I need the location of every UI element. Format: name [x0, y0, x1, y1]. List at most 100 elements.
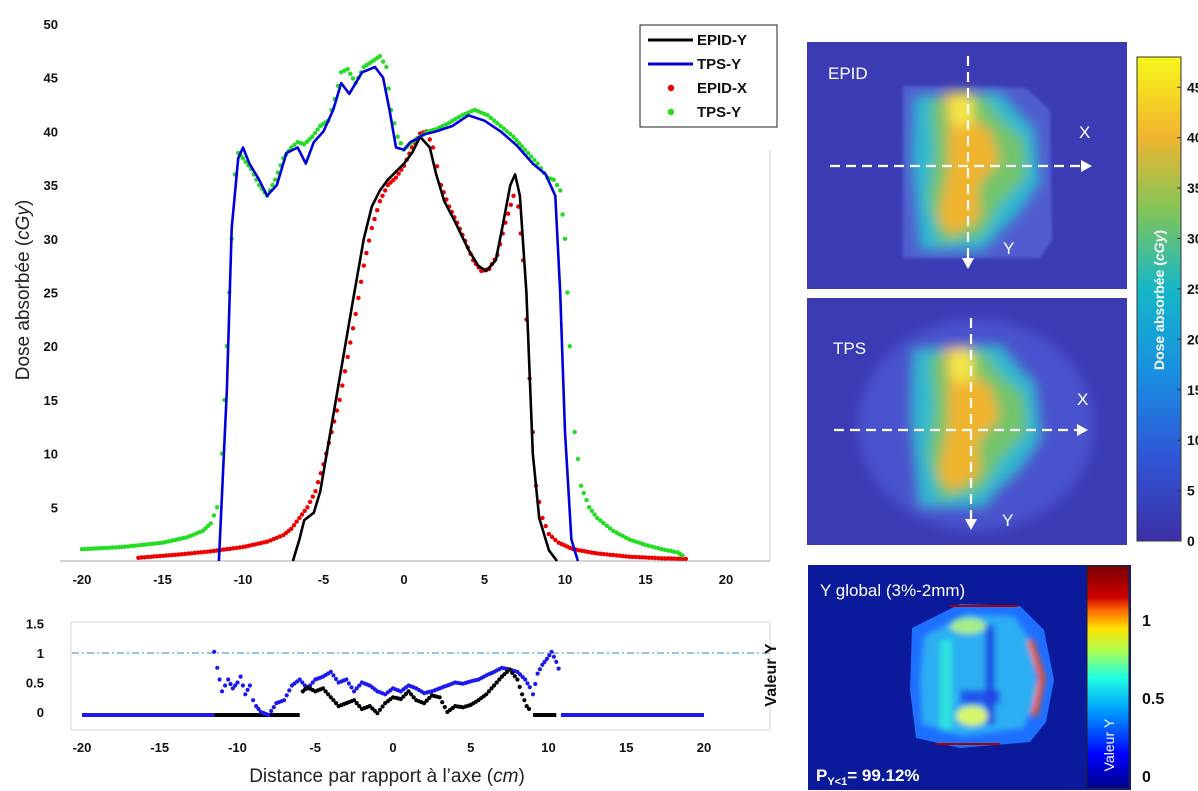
data-point	[264, 539, 270, 544]
epid-map-label: EPID	[828, 64, 868, 83]
data-point	[427, 137, 432, 142]
epid-x-arrowhead	[1081, 160, 1092, 172]
data-point	[533, 681, 538, 687]
data-point	[223, 683, 228, 688]
data-point	[584, 497, 589, 503]
data-point	[656, 556, 661, 561]
data-point	[422, 701, 427, 706]
data-point	[614, 553, 619, 558]
data-point	[372, 216, 377, 222]
data-point	[440, 700, 445, 705]
data-point	[522, 147, 527, 152]
data-point	[543, 523, 548, 529]
data-point	[334, 408, 340, 413]
data-point	[554, 659, 559, 665]
data-point	[486, 689, 491, 694]
data-point	[375, 208, 380, 213]
data-point	[331, 698, 336, 703]
profile-ticks: -20 -15 -10 -5 0 5 10 15 20 5 10 15 20 25 30 35 40 45 50	[44, 17, 734, 587]
tps-map-label: TPS	[833, 339, 866, 358]
data-point	[598, 518, 603, 523]
profile-x-tick: -15	[153, 572, 172, 587]
data-point	[592, 512, 597, 517]
profile-y-label: Dose absorbée (cGy)	[13, 200, 34, 381]
gamma-profile-x-tick: 10	[541, 740, 555, 755]
data-point	[270, 182, 275, 188]
gamma-colorbar-tick: 0.5	[1142, 691, 1164, 708]
gamma-pass-rate: PΥ<1= 99.12%	[816, 766, 920, 788]
gamma-profile-x-tick: -10	[228, 740, 247, 755]
gamma-series-epid	[300, 667, 532, 716]
profile-y-tick: 25	[44, 286, 58, 301]
data-point	[238, 674, 243, 679]
data-point	[361, 263, 366, 268]
data-point	[294, 519, 299, 524]
data-point	[289, 526, 294, 531]
data-point	[295, 139, 300, 145]
tps-dose-map: TPS X Y	[807, 298, 1127, 545]
data-point	[291, 523, 297, 528]
profile-y-tick: 45	[44, 71, 58, 86]
legend-entry-epid-x: EPID-X	[697, 80, 747, 97]
data-point	[587, 505, 592, 510]
data-point	[208, 521, 213, 526]
data-point	[544, 656, 550, 662]
epid-field-hotspot	[950, 92, 974, 128]
data-point	[82, 546, 88, 552]
data-point	[346, 681, 351, 686]
profile-x-tick: -20	[73, 572, 92, 587]
gamma-colorbar-tick: 0	[1142, 769, 1151, 786]
gamma-colorbar-ticks: 00.51	[1142, 613, 1164, 786]
data-point	[427, 695, 432, 701]
data-point	[377, 54, 383, 59]
data-point	[345, 354, 350, 360]
legend-swatch-tps-y-dots	[667, 108, 675, 116]
tps-x-arrowhead	[1077, 424, 1088, 436]
data-point	[251, 698, 256, 703]
data-point	[505, 211, 511, 216]
data-point	[282, 698, 287, 703]
data-point	[186, 551, 191, 556]
data-point	[224, 547, 230, 552]
data-point	[297, 677, 302, 682]
profile-y-tick: 40	[44, 124, 58, 139]
tps-y-arrowhead	[965, 519, 977, 530]
data-point	[349, 685, 354, 690]
data-point	[511, 134, 516, 139]
legend-entry-tps-y-dots: TPS-Y	[697, 104, 741, 121]
data-point	[589, 508, 594, 514]
dose-colorbar-title: Dose absorbée (cGy)	[1151, 230, 1167, 370]
data-point	[344, 677, 349, 682]
data-point	[195, 550, 201, 555]
data-point	[604, 552, 610, 557]
data-point	[202, 549, 207, 555]
data-point	[269, 708, 274, 714]
data-point	[406, 689, 411, 694]
tps-field-hotspot	[950, 348, 974, 384]
profile-x-tick: -10	[234, 572, 253, 587]
data-point	[243, 159, 248, 164]
gamma-map-title: Υ global (3%-2mm)	[820, 581, 965, 600]
data-point	[307, 499, 313, 505]
data-point	[517, 672, 523, 677]
gamma-profile-y-tick: 0	[37, 705, 44, 720]
data-point	[453, 116, 458, 122]
dose-colorbar-tick: 35	[1187, 180, 1198, 196]
data-point	[312, 131, 318, 136]
data-point	[522, 698, 527, 703]
data-point	[345, 66, 350, 72]
data-point	[333, 676, 339, 682]
data-point	[551, 177, 556, 182]
data-point	[517, 684, 522, 690]
data-point	[515, 677, 520, 682]
gamma-profile-x-tick: 15	[619, 740, 633, 755]
data-point	[424, 698, 429, 703]
data-point	[565, 290, 570, 295]
data-point	[507, 667, 512, 672]
data-point	[101, 545, 106, 551]
data-point	[398, 141, 403, 146]
data-point	[192, 550, 197, 556]
data-point	[211, 548, 217, 554]
data-point	[492, 683, 497, 688]
data-point	[211, 513, 217, 518]
